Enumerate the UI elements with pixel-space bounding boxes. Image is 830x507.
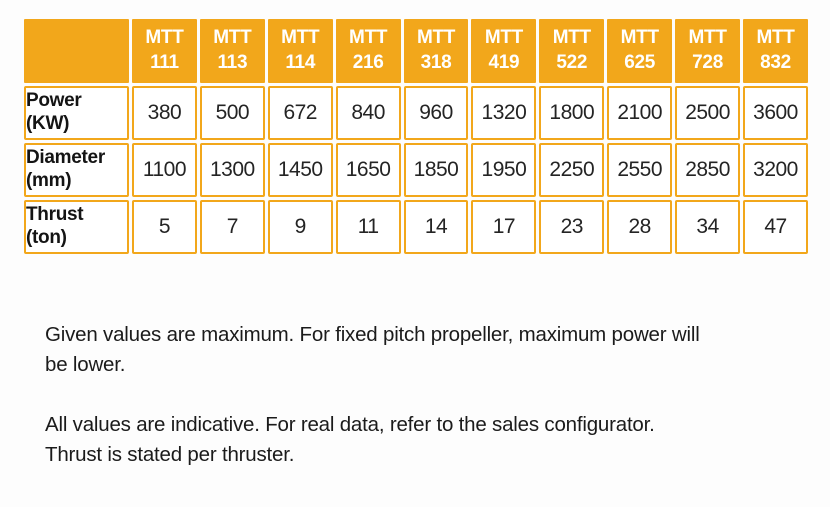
cell-diameter: 1450 [267, 143, 333, 197]
cell-thrust: 14 [403, 200, 469, 254]
cell-power: 3600 [743, 86, 808, 140]
row-label-unit: (mm) [26, 170, 72, 191]
column-header-mtt-318: MTT 318 [403, 19, 469, 83]
column-header-mtt-114: MTT 114 [267, 19, 333, 83]
cell-thrust: 23 [539, 200, 605, 254]
cell-diameter: 2250 [539, 143, 605, 197]
footnotes: Given values are maximum. For fixed pitc… [45, 320, 785, 500]
row-label-diameter: Diameter (mm) [24, 143, 129, 197]
cell-thrust: 34 [675, 200, 741, 254]
series-label: MTT [552, 27, 591, 49]
model-number: 113 [217, 52, 248, 73]
cell-thrust: 28 [607, 200, 673, 254]
thruster-specs-table: MTT 111 MTT 113 MTT 114 MTT 216 MTT 31 [21, 16, 811, 257]
cell-thrust: 5 [132, 200, 197, 254]
cell-thrust: 17 [471, 200, 537, 254]
cell-diameter: 3200 [743, 143, 808, 197]
model-number: 114 [285, 52, 316, 73]
series-label: MTT [416, 27, 456, 49]
model-number: 728 [692, 52, 723, 73]
cell-power: 2100 [607, 86, 673, 140]
row-label-power: Power (KW) [24, 86, 129, 140]
note-line: Given values are maximum. For fixed pitc… [45, 323, 700, 346]
note-indicative: All values are indicative. For real data… [45, 410, 785, 470]
column-header-mtt-832: MTT 832 [743, 19, 808, 83]
cell-diameter: 1950 [471, 143, 537, 197]
table-row-diameter: Diameter (mm) 1100 1300 1450 1650 1850 1… [24, 143, 808, 197]
cell-thrust: 9 [267, 200, 333, 254]
cell-power: 960 [403, 86, 469, 140]
column-header-mtt-113: MTT 113 [199, 19, 265, 83]
column-header-mtt-625: MTT 625 [607, 19, 673, 83]
cell-diameter: 2850 [675, 143, 741, 197]
cell-power: 840 [335, 86, 401, 140]
note-line: be lower. [45, 353, 126, 376]
cell-diameter: 1100 [132, 143, 197, 197]
cell-thrust: 7 [199, 200, 265, 254]
model-number: 832 [760, 52, 791, 73]
series-label: MTT [620, 27, 659, 49]
note-line: All values are indicative. For real data… [45, 413, 655, 436]
cell-power: 1320 [471, 86, 537, 140]
column-header-mtt-522: MTT 522 [539, 19, 605, 83]
row-label-unit: (ton) [26, 227, 67, 248]
cell-power: 1800 [539, 86, 605, 140]
column-header-mtt-111: MTT 111 [132, 19, 197, 83]
column-header-mtt-419: MTT 419 [471, 19, 537, 83]
row-label-text: Thrust [26, 204, 84, 226]
model-number: 625 [624, 52, 656, 73]
model-number: 522 [556, 52, 588, 73]
table-row-thrust: Thrust (ton) 5 7 9 11 14 17 23 28 34 47 [24, 200, 808, 254]
header-row: MTT 111 MTT 113 MTT 114 MTT 216 MTT 31 [24, 19, 808, 83]
series-label: MTT [484, 27, 523, 49]
series-label: MTT [145, 27, 184, 49]
model-number: 216 [352, 52, 384, 73]
model-number: 111 [150, 52, 179, 73]
row-label-text: Power [26, 90, 82, 112]
cell-power: 672 [267, 86, 333, 140]
note-line: Thrust is stated per thruster. [45, 443, 295, 466]
series-label: MTT [281, 27, 320, 49]
cell-diameter: 1850 [403, 143, 469, 197]
cell-power: 380 [132, 86, 197, 140]
series-label: MTT [756, 27, 795, 49]
series-label: MTT [213, 27, 252, 49]
row-label-thrust: Thrust (ton) [24, 200, 129, 254]
note-fixed-pitch: Given values are maximum. For fixed pitc… [45, 320, 785, 380]
row-label-unit: (KW) [26, 113, 70, 134]
cell-power: 500 [199, 86, 265, 140]
column-header-mtt-728: MTT 728 [675, 19, 741, 83]
table-row-power: Power (KW) 380 500 672 840 960 1320 1800… [24, 86, 808, 140]
cell-power: 2500 [675, 86, 741, 140]
row-label-text: Diameter [26, 147, 105, 169]
cell-diameter: 2550 [607, 143, 673, 197]
corner-cell [24, 19, 129, 83]
model-number: 419 [488, 52, 520, 73]
cell-diameter: 1300 [199, 143, 265, 197]
cell-diameter: 1650 [335, 143, 401, 197]
model-number: 318 [420, 52, 452, 73]
column-header-mtt-216: MTT 216 [335, 19, 401, 83]
cell-thrust: 11 [335, 200, 401, 254]
series-label: MTT [688, 27, 727, 49]
cell-thrust: 47 [743, 200, 808, 254]
series-label: MTT [349, 27, 388, 49]
